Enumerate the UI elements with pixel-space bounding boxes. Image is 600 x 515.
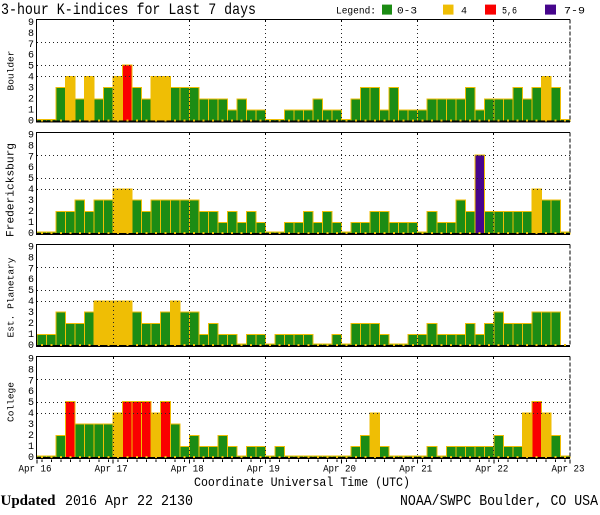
svg-text:3: 3	[28, 84, 34, 95]
svg-text:7: 7	[28, 40, 34, 51]
svg-text:0: 0	[28, 453, 34, 464]
svg-text:Apr 17: Apr 17	[95, 465, 128, 476]
svg-text:5: 5	[28, 174, 34, 185]
svg-text:Apr 22: Apr 22	[475, 465, 508, 476]
svg-text:8: 8	[28, 365, 34, 376]
svg-text:7: 7	[28, 376, 34, 387]
svg-text:5,6: 5,6	[502, 7, 517, 18]
svg-text:8: 8	[28, 253, 34, 264]
svg-text:3: 3	[28, 308, 34, 319]
svg-text:1: 1	[28, 218, 34, 229]
svg-text:Est. Planetary: Est. Planetary	[6, 257, 17, 337]
svg-text:0-3: 0-3	[397, 7, 417, 18]
svg-text:2016 Apr 22 2130: 2016 Apr 22 2130	[65, 493, 193, 510]
svg-text:Fredericksburg: Fredericksburg	[6, 143, 18, 237]
svg-text:6: 6	[28, 163, 34, 174]
svg-text:5: 5	[28, 286, 34, 297]
svg-text:5: 5	[28, 398, 34, 409]
svg-text:NOAA/SWPC Boulder, CO USA: NOAA/SWPC Boulder, CO USA	[400, 493, 598, 510]
svg-text:9: 9	[28, 354, 34, 365]
svg-text:0: 0	[28, 229, 34, 240]
svg-text:4: 4	[28, 185, 34, 196]
svg-text:Apr 20: Apr 20	[323, 465, 356, 476]
svg-text:1: 1	[28, 330, 34, 341]
svg-text:9: 9	[28, 18, 34, 29]
svg-text:College: College	[6, 382, 17, 422]
svg-text:8: 8	[28, 141, 34, 152]
svg-text:3: 3	[28, 196, 34, 207]
svg-text:5: 5	[28, 62, 34, 73]
svg-text:4: 4	[28, 297, 34, 308]
svg-text:0: 0	[28, 116, 34, 127]
svg-text:7: 7	[28, 152, 34, 163]
svg-text:Apr 23: Apr 23	[552, 465, 585, 476]
svg-text:1: 1	[28, 442, 34, 453]
svg-text:Apr 18: Apr 18	[171, 465, 204, 476]
svg-text:2: 2	[28, 431, 34, 442]
svg-text:9: 9	[28, 242, 34, 253]
svg-text:6: 6	[28, 275, 34, 286]
svg-text:Apr 21: Apr 21	[399, 465, 432, 476]
svg-text:6: 6	[28, 387, 34, 398]
svg-text:6: 6	[28, 51, 34, 62]
svg-text:1: 1	[28, 105, 34, 116]
svg-text:7-9: 7-9	[564, 7, 585, 18]
svg-text:4: 4	[28, 409, 34, 420]
svg-text:3: 3	[28, 420, 34, 431]
svg-text:2: 2	[28, 95, 34, 106]
svg-text:2: 2	[28, 207, 34, 218]
svg-text:0: 0	[28, 341, 34, 352]
svg-text:4: 4	[28, 73, 34, 84]
svg-text:2: 2	[28, 319, 34, 330]
svg-text:3-hour K-indices for Last 7 da: 3-hour K-indices for Last 7 days	[1, 1, 256, 19]
svg-text:8: 8	[28, 29, 34, 40]
svg-text:4: 4	[461, 7, 467, 18]
svg-text:Coordinate Universal Time (UTC: Coordinate Universal Time (UTC)	[194, 475, 410, 490]
svg-text:Legend:: Legend:	[336, 6, 376, 18]
svg-text:Updated: Updated	[1, 493, 57, 509]
svg-text:7: 7	[28, 264, 34, 275]
svg-text:Apr 19: Apr 19	[247, 465, 280, 476]
svg-text:9: 9	[28, 130, 34, 141]
svg-text:Boulder: Boulder	[6, 51, 17, 91]
svg-text:Apr 16: Apr 16	[19, 465, 52, 476]
